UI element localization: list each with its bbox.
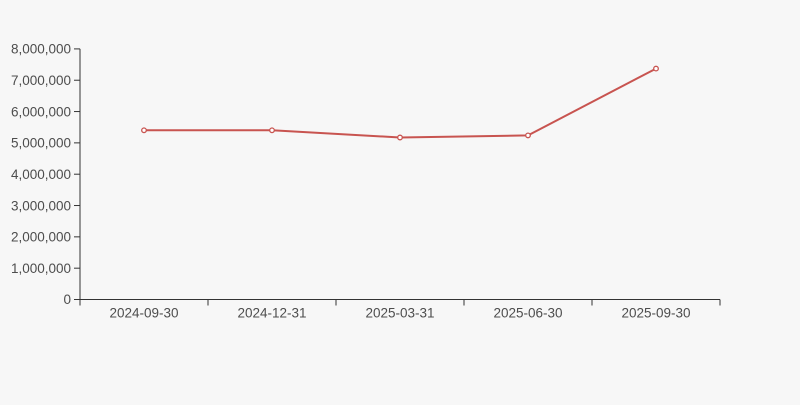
x-axis-label: 2024-09-30 bbox=[109, 306, 178, 321]
x-axis-label: 2025-03-31 bbox=[365, 306, 434, 321]
data-point-marker bbox=[141, 127, 147, 134]
y-axis-label: 8,000,000 bbox=[11, 42, 71, 57]
y-axis-label: 3,000,000 bbox=[11, 198, 71, 213]
y-axis-label: 2,000,000 bbox=[11, 230, 71, 245]
y-axis-label: 4,000,000 bbox=[11, 167, 71, 182]
y-axis-label: 1,000,000 bbox=[11, 261, 71, 276]
y-axis-label: 5,000,000 bbox=[11, 136, 71, 151]
y-axis-label: 6,000,000 bbox=[11, 104, 71, 119]
data-point-marker bbox=[525, 132, 531, 139]
x-axis-label: 2025-09-30 bbox=[621, 306, 690, 321]
data-point-marker bbox=[397, 134, 403, 141]
x-axis-label: 2025-06-30 bbox=[493, 306, 562, 321]
x-axis-label: 2024-12-31 bbox=[237, 306, 306, 321]
y-axis-label: 0 bbox=[63, 292, 71, 307]
series-line bbox=[143, 67, 657, 139]
data-point-marker bbox=[653, 65, 659, 72]
data-point-marker bbox=[269, 127, 275, 134]
y-axis-label: 7,000,000 bbox=[11, 73, 71, 88]
